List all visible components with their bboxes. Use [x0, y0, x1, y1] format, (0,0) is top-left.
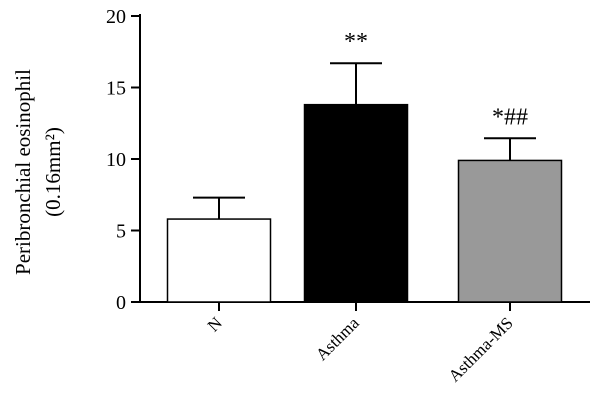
bar-n	[166, 218, 272, 303]
x-tick-label: Asthma	[312, 313, 363, 364]
y-tick-label: 5	[116, 221, 126, 243]
y-tick-label: 0	[116, 292, 126, 314]
significance-label: *##	[492, 104, 528, 130]
significance-label: **	[344, 29, 368, 55]
bar-asthma	[303, 103, 409, 303]
x-tick-label: N	[204, 313, 226, 335]
y-axis-label-line1: Peribronchial eosinophil	[11, 69, 35, 275]
y-axis-label-line2: (0.16mm²)	[41, 127, 65, 217]
bar-asthma-ms	[457, 159, 563, 303]
y-tick-label: 20	[106, 6, 126, 28]
x-tick-label: Asthma-MS	[445, 313, 517, 385]
y-tick-label: 10	[106, 149, 126, 171]
plot-area: 0 5 10 15 20 N Asthma ** Asthma-MS *##	[106, 6, 590, 386]
y-tick-label: 15	[106, 78, 126, 100]
